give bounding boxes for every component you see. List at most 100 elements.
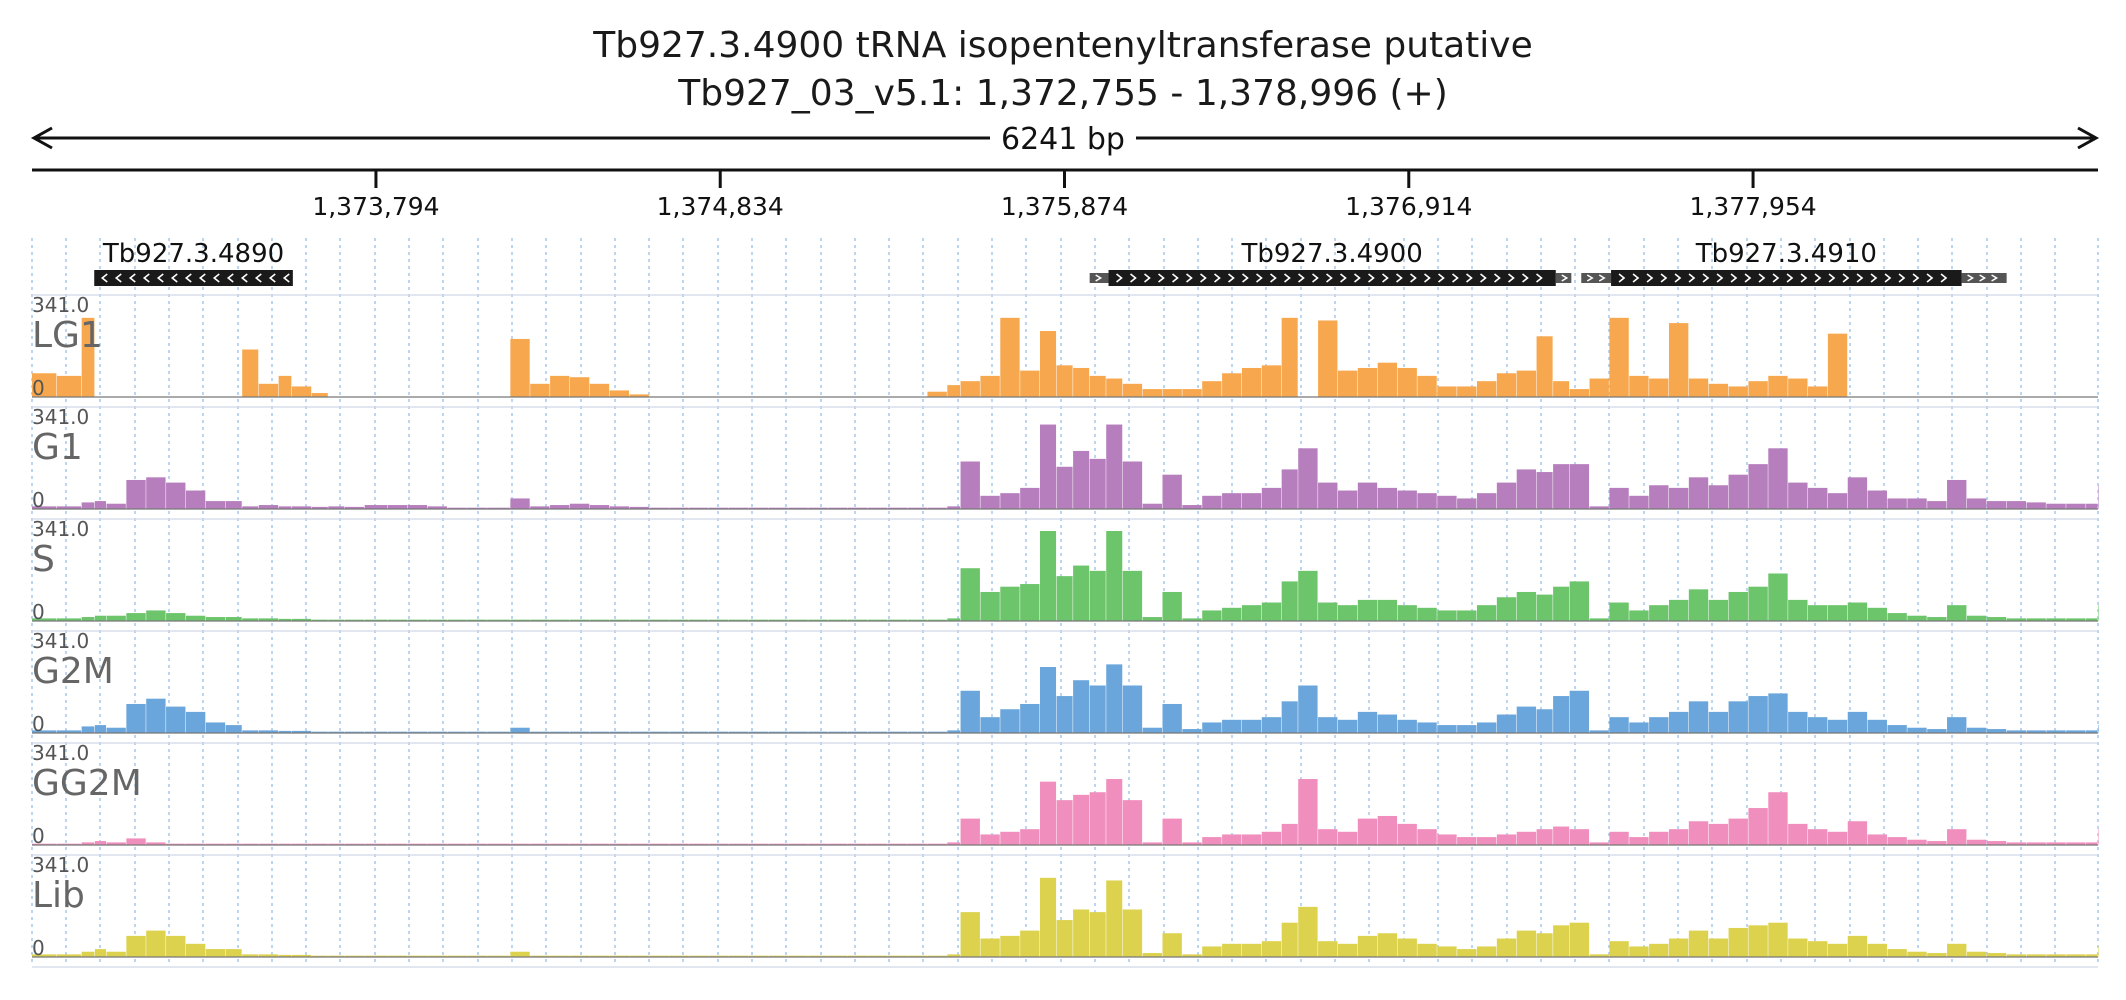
strand-arrow-icon [1744,273,1752,283]
coverage-bar [629,506,649,509]
strand-arrow-icon [1256,273,1263,283]
strand-arrow-icon [1242,273,1249,283]
coverage-bar [225,843,242,845]
coverage-bar [407,843,428,845]
coverage-bar [2086,842,2098,845]
strand-arrow-icon [1410,273,1417,283]
strand-arrow-icon [1856,273,1864,283]
coverage-bar [728,507,749,509]
coverage-bar [205,722,226,733]
strand-arrow-icon [1786,273,1794,283]
coverage-bar [126,479,146,509]
coverage-bar [1847,821,1868,845]
arrow-right-icon [2077,126,2100,150]
coverage-bar [1476,493,1497,509]
coverage-bar [788,507,808,509]
coverage-bar [1318,941,1338,957]
coverage-bar [1020,487,1040,509]
coverage-bar [1089,912,1106,957]
coverage-bar [258,383,279,397]
coverage-bar [242,506,259,509]
gene-utr [1089,273,1109,283]
coverage-bar [649,955,669,957]
coverage-bar [689,731,709,733]
coverage-bar [947,618,961,621]
coverage-bar [1298,448,1318,509]
strand-arrow-icon [1214,273,1221,283]
coverage-bar [278,843,292,845]
strand-arrow-icon [1884,273,1892,283]
gene-model: Tb927.3.4900 [1089,239,1572,286]
coverage-bar [1609,602,1629,621]
coverage-bar [1261,487,1282,509]
coverage-bar [1162,818,1182,845]
coverage-bar [1927,617,1947,621]
coverage-bar [467,843,487,845]
coverage-bar [2006,954,2026,957]
coverage-bar [94,501,106,509]
strand-arrow-icon [226,273,234,283]
coverage-bar [768,843,788,845]
coverage-bar [1142,842,1162,845]
coverage-bar [1142,953,1162,957]
coverage-bar [530,383,550,397]
gene-utr [1555,273,1572,283]
coverage-bar [1162,703,1182,733]
coverage-bar [311,843,328,845]
coverage-bar [1000,317,1020,397]
coverage-bar [980,938,1000,957]
strand-arrow-icon [1158,273,1165,283]
coverage-bar [1808,829,1828,845]
strand-arrow-icon [1270,273,1277,283]
coverage-bar [828,619,848,621]
coverage-bar [1496,482,1517,509]
coverage-bar [1056,800,1073,845]
coverage-bar [1788,599,1808,621]
coverage-bar [32,730,57,733]
coverage-bar [1708,938,1729,957]
coverage-bar [1986,841,2007,845]
coverage-bar [1476,837,1497,845]
strand-arrow-icon [156,273,164,283]
coverage-bar [1808,605,1828,621]
coverage-bar [510,498,530,509]
coverage-bar [106,615,126,621]
coverage-bar [1966,839,1987,845]
track-ymin-label: 0 [32,936,45,960]
coverage-bar [32,954,57,957]
coverage-bar [1569,581,1590,621]
coverage-bar [1728,701,1748,733]
coverage-bar [1437,725,1457,733]
title-block: Tb927.3.4900 tRNA isopentenyltransferase… [0,22,2126,118]
coverage-bar [81,617,95,621]
coverage-bar [1827,493,1848,509]
coverage-bar [1073,909,1090,957]
coverage-bar [1788,378,1808,397]
strand-arrow-icon [1228,273,1235,283]
coverage-bar [1569,690,1590,733]
coverage-bar [1377,362,1398,397]
gene-track: Tb927.3.4890 Tb927.3.4900 Tb927.3.4910 [94,239,2007,286]
coverage-bar [1629,722,1649,733]
coverage-bar [569,503,590,509]
coverage-bar [487,955,510,957]
coverage-bar [1020,370,1040,397]
strand-arrow-icon [1991,274,1999,282]
coverage-bar [1788,711,1808,733]
coverage-bar [344,731,365,733]
coverage-bar [1337,370,1358,397]
coverage-bar [1629,837,1649,845]
coverage-bar [311,506,328,509]
coverage-bar [1748,925,1768,957]
coverage-bar [748,955,769,957]
strand-arrow-icon [1632,273,1640,283]
coverage-bar [166,482,186,509]
coverage-bar [768,507,788,509]
coverage-bar [1966,951,1987,957]
coverage-bar [1241,834,1262,845]
coverage-bar [1609,487,1629,509]
coverage-bar [2006,618,2026,621]
coverage-bar [1056,365,1073,397]
coverage-bar [1847,477,1868,509]
coverage-bar [510,338,530,397]
